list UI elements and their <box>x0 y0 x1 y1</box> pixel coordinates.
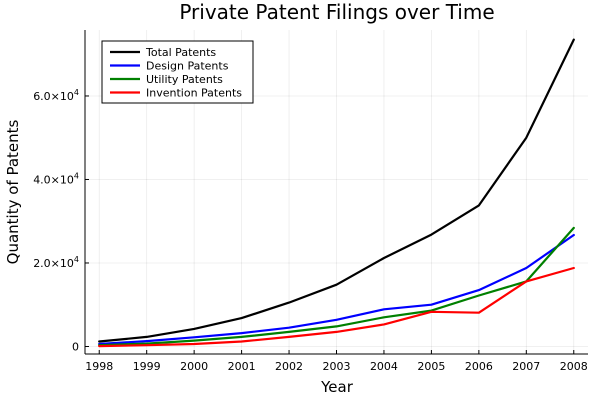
x-tick-label: 2004 <box>370 360 398 373</box>
legend-label-total-patents: Total Patents <box>145 46 216 59</box>
x-tick-label: 2003 <box>323 360 351 373</box>
grid <box>85 30 588 354</box>
y-axis-title: Quantity of Patents <box>4 119 22 264</box>
x-tick-label: 2002 <box>275 360 303 373</box>
x-tick-label: 2005 <box>417 360 445 373</box>
chart-title: Private Patent Filings over Time <box>179 0 494 24</box>
legend-label-design-patents: Design Patents <box>146 60 229 73</box>
legend-label-invention-patents: Invention Patents <box>146 87 242 100</box>
y-tick-label: 2.0×104 <box>33 255 79 270</box>
x-tick-label: 2000 <box>180 360 208 373</box>
series-line-utility-patents <box>98 226 575 347</box>
x-tick-label: 1999 <box>133 360 161 373</box>
x-axis-title: Year <box>320 378 354 396</box>
series-line-invention-patents <box>98 266 575 348</box>
series-line-total-patents <box>98 38 575 343</box>
y-tick-label: 4.0×104 <box>33 171 79 186</box>
y-tick-label: 0 <box>72 340 79 353</box>
y-axis-ticks: 0 2.0×104 4.0×104 6.0×104 <box>33 88 89 353</box>
series-lines <box>98 38 575 348</box>
x-tick-label: 1998 <box>85 360 113 373</box>
x-tick-label: 2006 <box>465 360 493 373</box>
series-line-design-patents <box>98 233 575 346</box>
x-axis-ticks: 1998 1999 2000 2001 2002 2003 2004 2005 2006 2007… <box>85 350 588 373</box>
y-tick-label: 6.0×104 <box>33 88 79 103</box>
legend-label-utility-patents: Utility Patents <box>146 73 223 86</box>
x-tick-label: 2008 <box>560 360 588 373</box>
x-tick-label: 2007 <box>512 360 540 373</box>
x-tick-label: 2001 <box>228 360 256 373</box>
